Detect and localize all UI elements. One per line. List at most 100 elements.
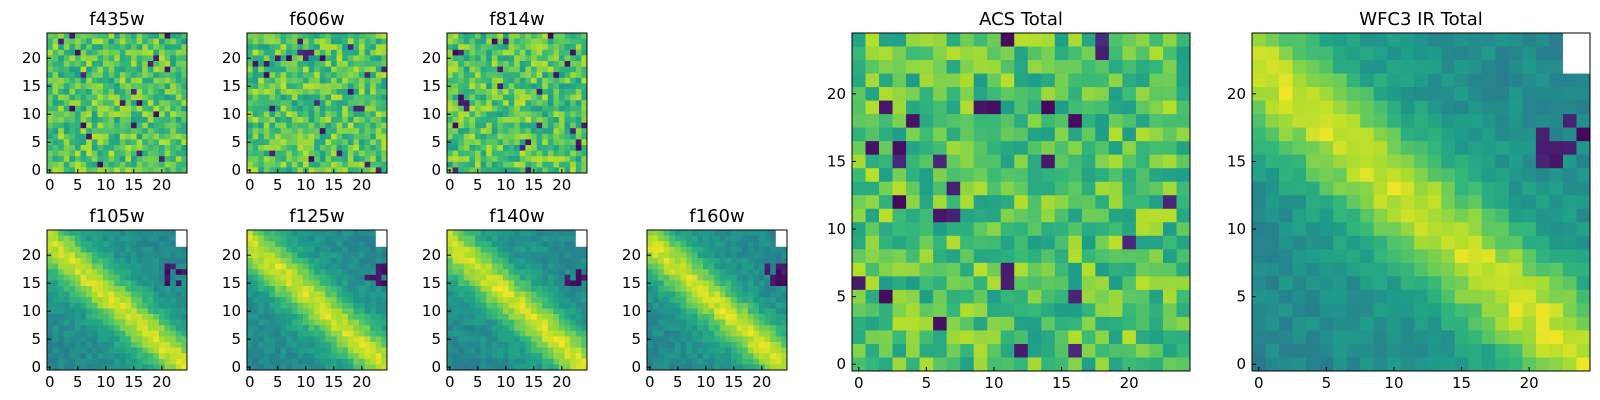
heatmap-cell bbox=[114, 145, 121, 151]
heatmap-cell bbox=[497, 297, 504, 304]
heatmap-cell bbox=[63, 38, 70, 45]
heatmap-cell bbox=[247, 263, 253, 270]
heatmap-cell bbox=[480, 235, 487, 242]
heatmap-cell bbox=[47, 122, 53, 129]
heatmap-cell bbox=[269, 358, 276, 365]
heatmap-cell bbox=[52, 72, 59, 79]
heatmap-cell bbox=[375, 83, 382, 90]
heatmap-cell bbox=[697, 358, 704, 365]
heatmap-cell bbox=[463, 38, 470, 45]
heatmap-cell bbox=[1108, 100, 1123, 115]
heatmap-cell bbox=[69, 263, 76, 270]
heatmap-cell bbox=[514, 347, 521, 354]
heatmap-cell bbox=[680, 364, 687, 371]
heatmap-cell bbox=[514, 319, 521, 326]
heatmap-cell bbox=[553, 286, 560, 292]
heatmap-cell bbox=[708, 263, 715, 270]
heatmap-cell bbox=[364, 325, 371, 332]
heatmap-cell bbox=[286, 128, 293, 135]
heatmap-cell bbox=[759, 336, 765, 343]
heatmap-cell bbox=[491, 55, 498, 62]
heatmap-cell bbox=[1149, 127, 1164, 142]
heatmap-cell bbox=[97, 145, 104, 151]
heatmap-cell bbox=[514, 83, 521, 90]
heatmap-cell bbox=[503, 49, 509, 56]
heatmap-cell bbox=[697, 280, 704, 287]
heatmap-cell bbox=[652, 308, 659, 315]
heatmap-cell bbox=[291, 133, 298, 140]
heatmap-cell bbox=[686, 246, 693, 253]
heatmap-cell bbox=[308, 258, 315, 264]
heatmap-cell bbox=[131, 274, 137, 281]
heatmap-cell bbox=[258, 156, 265, 163]
heatmap-cell bbox=[736, 364, 743, 371]
heatmap-cell bbox=[570, 66, 577, 73]
heatmap-cell bbox=[108, 308, 115, 315]
heatmap-cell bbox=[370, 94, 377, 101]
heatmap-cell bbox=[987, 127, 1002, 142]
heatmap-cell bbox=[91, 100, 98, 107]
heatmap-cell bbox=[458, 330, 465, 337]
heatmap-cell bbox=[131, 308, 137, 315]
heatmap-cell bbox=[508, 330, 515, 337]
heatmap-cell bbox=[919, 114, 934, 129]
heatmap-cell bbox=[258, 246, 265, 253]
heatmap-cell bbox=[325, 342, 332, 348]
heatmap-cell bbox=[314, 308, 321, 315]
heatmap-cell bbox=[475, 291, 481, 298]
heatmap-cell bbox=[258, 235, 265, 242]
heatmap-cell bbox=[47, 235, 53, 242]
heatmap-cell bbox=[491, 61, 498, 67]
heatmap-cell bbox=[531, 83, 537, 90]
heatmap-cell bbox=[63, 72, 70, 79]
heatmap-cell bbox=[69, 319, 76, 326]
heatmap-cell bbox=[336, 302, 343, 309]
heatmap-cell bbox=[652, 336, 659, 343]
heatmap-cell bbox=[52, 302, 59, 309]
heatmap-cell bbox=[58, 156, 65, 163]
heatmap-cell bbox=[1135, 222, 1150, 237]
heatmap-cell bbox=[247, 61, 253, 67]
heatmap-cell bbox=[308, 167, 315, 174]
heatmap-cell bbox=[319, 55, 326, 62]
x-tick-label: 20 bbox=[552, 176, 571, 194]
heatmap-cell bbox=[669, 342, 676, 348]
heatmap-cell bbox=[91, 319, 98, 326]
heatmap-cell bbox=[770, 342, 777, 348]
heatmap-cell bbox=[159, 336, 165, 343]
heatmap-cell bbox=[181, 145, 188, 151]
heatmap-cell bbox=[319, 241, 326, 248]
heatmap-cell bbox=[1122, 60, 1137, 74]
heatmap-cell bbox=[542, 230, 549, 236]
heatmap-cell bbox=[159, 319, 165, 326]
heatmap-cell bbox=[164, 336, 171, 343]
heatmap-cell bbox=[314, 133, 321, 140]
heatmap-cell bbox=[280, 258, 287, 264]
heatmap-cell bbox=[381, 72, 388, 79]
heatmap-cell bbox=[80, 122, 87, 129]
heatmap-cell bbox=[559, 314, 565, 320]
heatmap-cell bbox=[269, 38, 276, 45]
heatmap-cell bbox=[119, 230, 126, 236]
heatmap-cell bbox=[987, 262, 1002, 277]
heatmap-cell bbox=[97, 150, 104, 157]
heatmap-cell bbox=[503, 33, 509, 39]
heatmap-cell bbox=[747, 364, 754, 371]
heatmap-cell bbox=[447, 49, 453, 56]
heatmap-cell bbox=[80, 336, 87, 343]
heatmap-cell bbox=[375, 342, 382, 348]
heatmap-cell bbox=[125, 336, 132, 343]
heatmap-cell bbox=[714, 364, 721, 371]
heatmap-cell bbox=[280, 286, 287, 292]
heatmap-cell bbox=[308, 77, 315, 84]
heatmap-cell bbox=[1054, 60, 1069, 74]
heatmap-cell bbox=[919, 33, 934, 47]
heatmap-cell bbox=[497, 319, 504, 326]
heatmap-cell bbox=[147, 347, 154, 354]
heatmap-cell bbox=[559, 269, 565, 276]
heatmap-cell bbox=[1041, 222, 1056, 237]
heatmap-cell bbox=[469, 258, 476, 264]
heatmap-cell bbox=[1162, 114, 1177, 129]
heatmap-cell bbox=[275, 61, 281, 67]
heatmap-cell bbox=[503, 241, 509, 248]
